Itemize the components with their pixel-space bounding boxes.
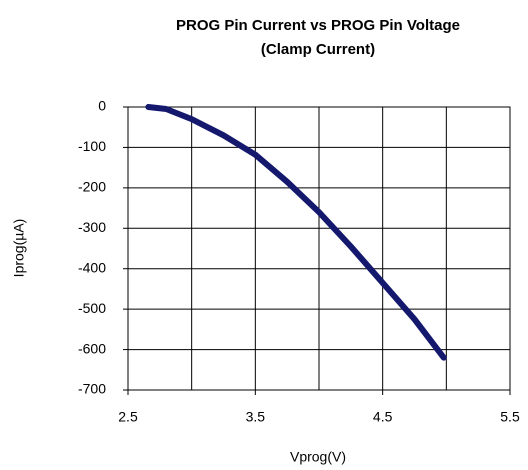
plot-border xyxy=(127,106,511,391)
y-tick-label: -200 xyxy=(78,179,106,195)
x-axis-label: Vprog(V) xyxy=(290,449,346,465)
data-line xyxy=(145,104,447,361)
x-tick-label: 4.5 xyxy=(373,409,393,425)
x-tick-label: 5.5 xyxy=(500,409,520,425)
y-tick-label: -300 xyxy=(78,219,106,235)
chart-title: (Clamp Current) xyxy=(261,41,375,58)
y-tick-label: -100 xyxy=(78,138,106,154)
y-axis-label: Iprog(µA) xyxy=(11,219,27,278)
y-tick-label: 0 xyxy=(98,98,106,114)
y-tick-label: -700 xyxy=(78,381,106,397)
y-tick-label: -600 xyxy=(78,340,106,356)
x-tick-label: 2.5 xyxy=(118,409,138,425)
y-tick-label: -500 xyxy=(78,300,106,316)
chart-title: PROG Pin Current vs PROG Pin Voltage xyxy=(176,17,460,34)
y-tick-label: -400 xyxy=(78,259,106,275)
x-tick-label: 3.5 xyxy=(246,409,266,425)
